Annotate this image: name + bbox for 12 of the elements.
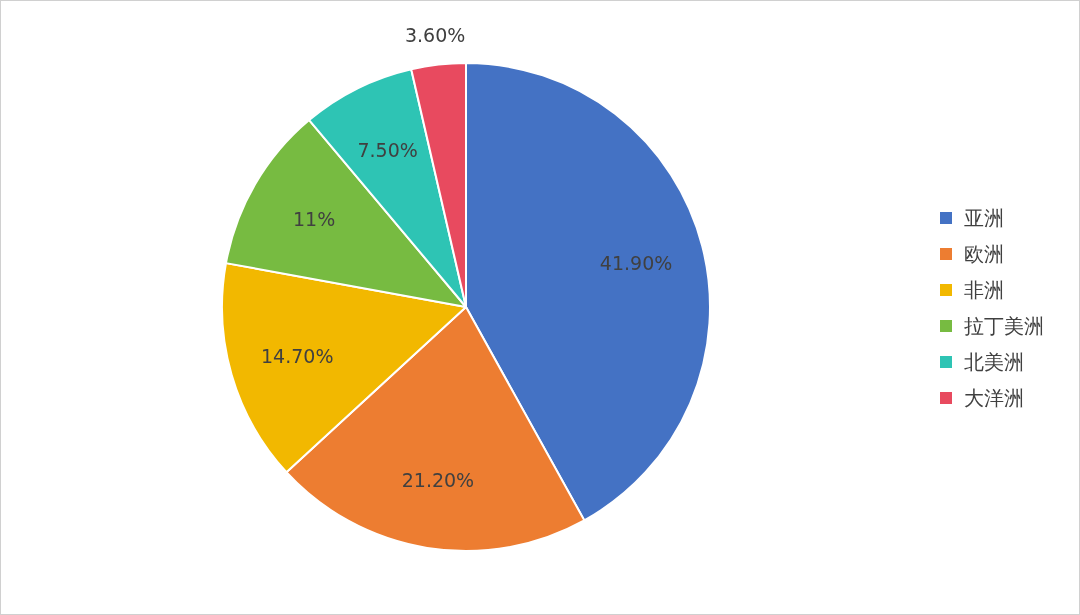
legend-label: 大洋洲: [964, 386, 1024, 410]
legend-label: 非洲: [964, 278, 1004, 302]
data-label: 21.20%: [401, 469, 475, 492]
legend-label: 拉丁美洲: [964, 314, 1044, 338]
legend-label: 欧洲: [964, 242, 1004, 266]
data-label: 11%: [293, 207, 336, 230]
data-label: 41.90%: [599, 252, 673, 274]
data-label: 3.60%: [404, 24, 466, 47]
data-label: 7.50%: [357, 138, 418, 161]
legend-label: 北美洲: [964, 350, 1024, 374]
legend-label: 亚洲: [964, 206, 1004, 230]
data-label: 14.70%: [261, 344, 334, 367]
